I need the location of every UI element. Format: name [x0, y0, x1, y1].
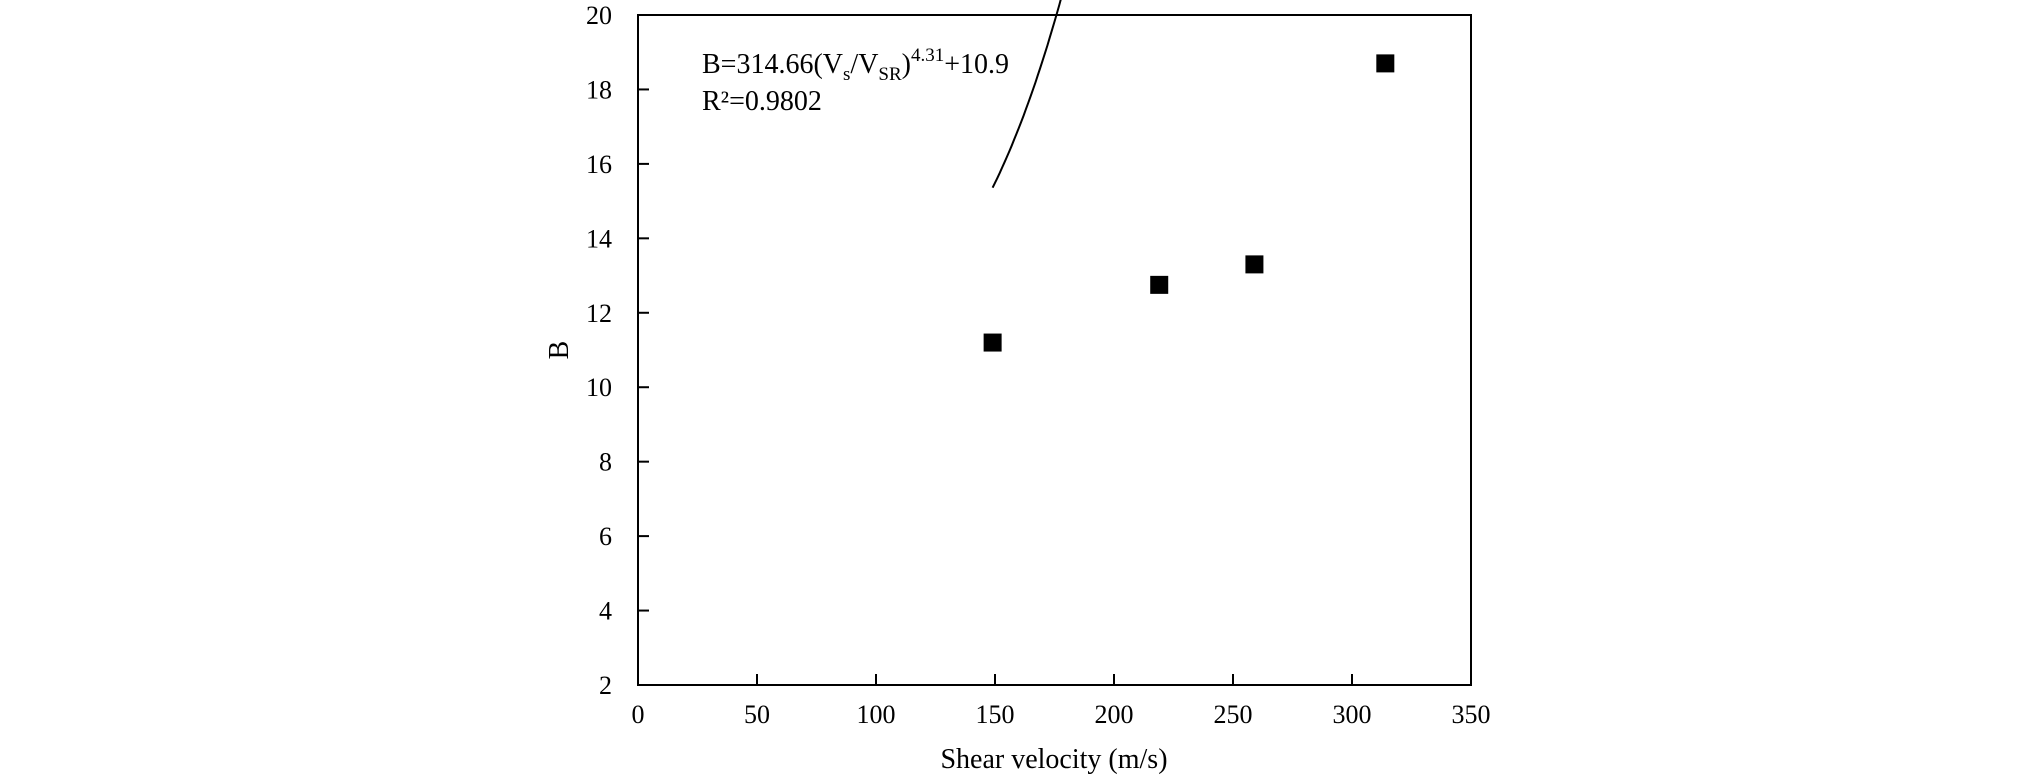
- y-tick-label: 14: [586, 224, 612, 253]
- y-tick-label: 16: [586, 150, 612, 179]
- data-point-square: [1376, 54, 1395, 73]
- x-axis-ticks: 0 50 100 150 200 250 300 350: [632, 674, 1491, 729]
- y-tick-label: 20: [586, 1, 612, 30]
- data-point-square: [1150, 275, 1169, 294]
- equation-exponent: 4.31: [911, 45, 944, 66]
- y-tick-label: 4: [599, 597, 612, 626]
- x-tick-label: 300: [1333, 700, 1372, 729]
- y-tick-label: 8: [599, 448, 612, 477]
- x-tick-label: 50: [744, 700, 770, 729]
- equation-mid: /V: [850, 49, 878, 80]
- y-tick-label: 2: [599, 671, 612, 700]
- y-tick-label: 18: [586, 75, 612, 104]
- x-tick-label: 100: [857, 700, 896, 729]
- equation-base: B=314.66(V: [702, 49, 843, 80]
- fit-curve: [991, 0, 1062, 189]
- y-axis-title: B: [544, 341, 575, 360]
- x-tick-label: 250: [1214, 700, 1253, 729]
- equation-tail: +10.9: [944, 49, 1009, 80]
- plot-frame: [637, 14, 1472, 686]
- x-tick-label: 150: [976, 700, 1015, 729]
- r-squared: R²=0.9802: [702, 86, 822, 117]
- x-tick-label: 0: [632, 700, 645, 729]
- data-point-square: [983, 333, 1002, 352]
- equation-close: ): [902, 49, 911, 80]
- equation-sub-s: s: [843, 64, 850, 85]
- y-axis-ticks: 2 4 6 8 10 12 14 16 18 20: [586, 1, 649, 700]
- x-tick-label: 200: [1095, 700, 1134, 729]
- fit-equation: B=314.66(Vs/VSR)4.31+10.9: [702, 45, 1009, 85]
- data-point-square: [1245, 255, 1264, 274]
- y-tick-label: 12: [586, 299, 612, 328]
- y-tick-label: 10: [586, 373, 612, 402]
- x-axis-title: Shear velocity (m/s): [940, 744, 1167, 775]
- y-tick-label: 6: [599, 522, 612, 551]
- data-points: [983, 54, 1395, 352]
- equation-sub-sr: SR: [878, 64, 902, 85]
- x-tick-label: 350: [1452, 700, 1491, 729]
